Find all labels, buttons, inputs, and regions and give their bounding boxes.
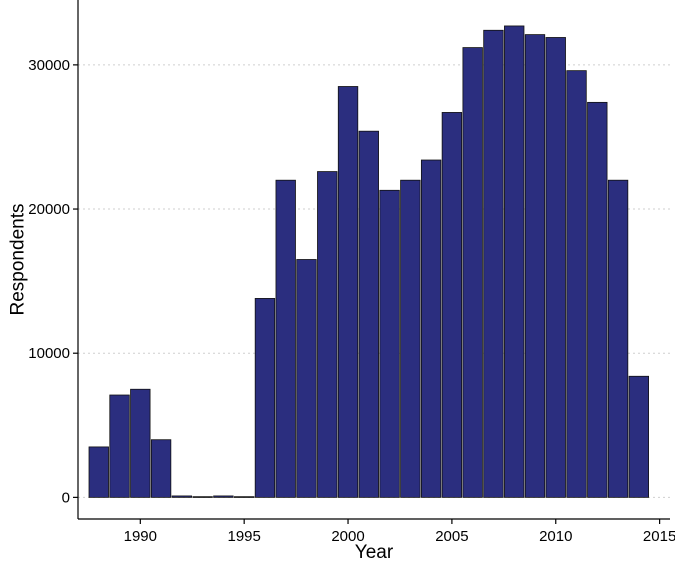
y-tick-label: 10000 (28, 345, 70, 362)
bar (628, 375, 650, 498)
tick-labels: 0 10000 20000 30000 1990 1995 2000 2005 2010 2015 (28, 57, 675, 545)
y-tick-label: 30000 (28, 57, 70, 74)
bar (337, 86, 359, 498)
bar (171, 495, 193, 498)
bar (358, 130, 379, 498)
bar (400, 179, 421, 498)
y-tick-label: 0 (62, 489, 70, 506)
bar (109, 394, 130, 498)
bar (524, 34, 546, 498)
bar (462, 47, 483, 498)
bar (441, 112, 463, 498)
y-axis-title: Respondents (8, 204, 29, 316)
x-tick-label: 1995 (227, 528, 260, 545)
bar (275, 179, 296, 498)
bar (130, 388, 151, 498)
bar (379, 189, 400, 498)
bar (607, 179, 629, 498)
bar (566, 70, 587, 498)
bar (254, 298, 276, 498)
bar (587, 101, 608, 498)
bar (545, 37, 566, 498)
x-tick-label: 1990 (124, 528, 157, 545)
x-tick-label: 2005 (435, 528, 468, 545)
bar (483, 29, 504, 498)
bar (296, 259, 317, 498)
y-tick-label: 20000 (28, 201, 70, 218)
bar (234, 496, 255, 498)
axes (73, 0, 670, 524)
x-tick-label: 2015 (643, 528, 675, 545)
x-tick-label: 2010 (539, 528, 572, 545)
x-axis-title: Year (355, 542, 394, 563)
bar (420, 159, 442, 498)
bars (88, 25, 650, 498)
bar (88, 446, 109, 498)
x-tick-label: 2000 (331, 528, 364, 545)
bar (213, 495, 234, 498)
bar (317, 171, 338, 498)
bar (150, 439, 172, 498)
bar (192, 496, 213, 498)
bar (504, 25, 525, 498)
